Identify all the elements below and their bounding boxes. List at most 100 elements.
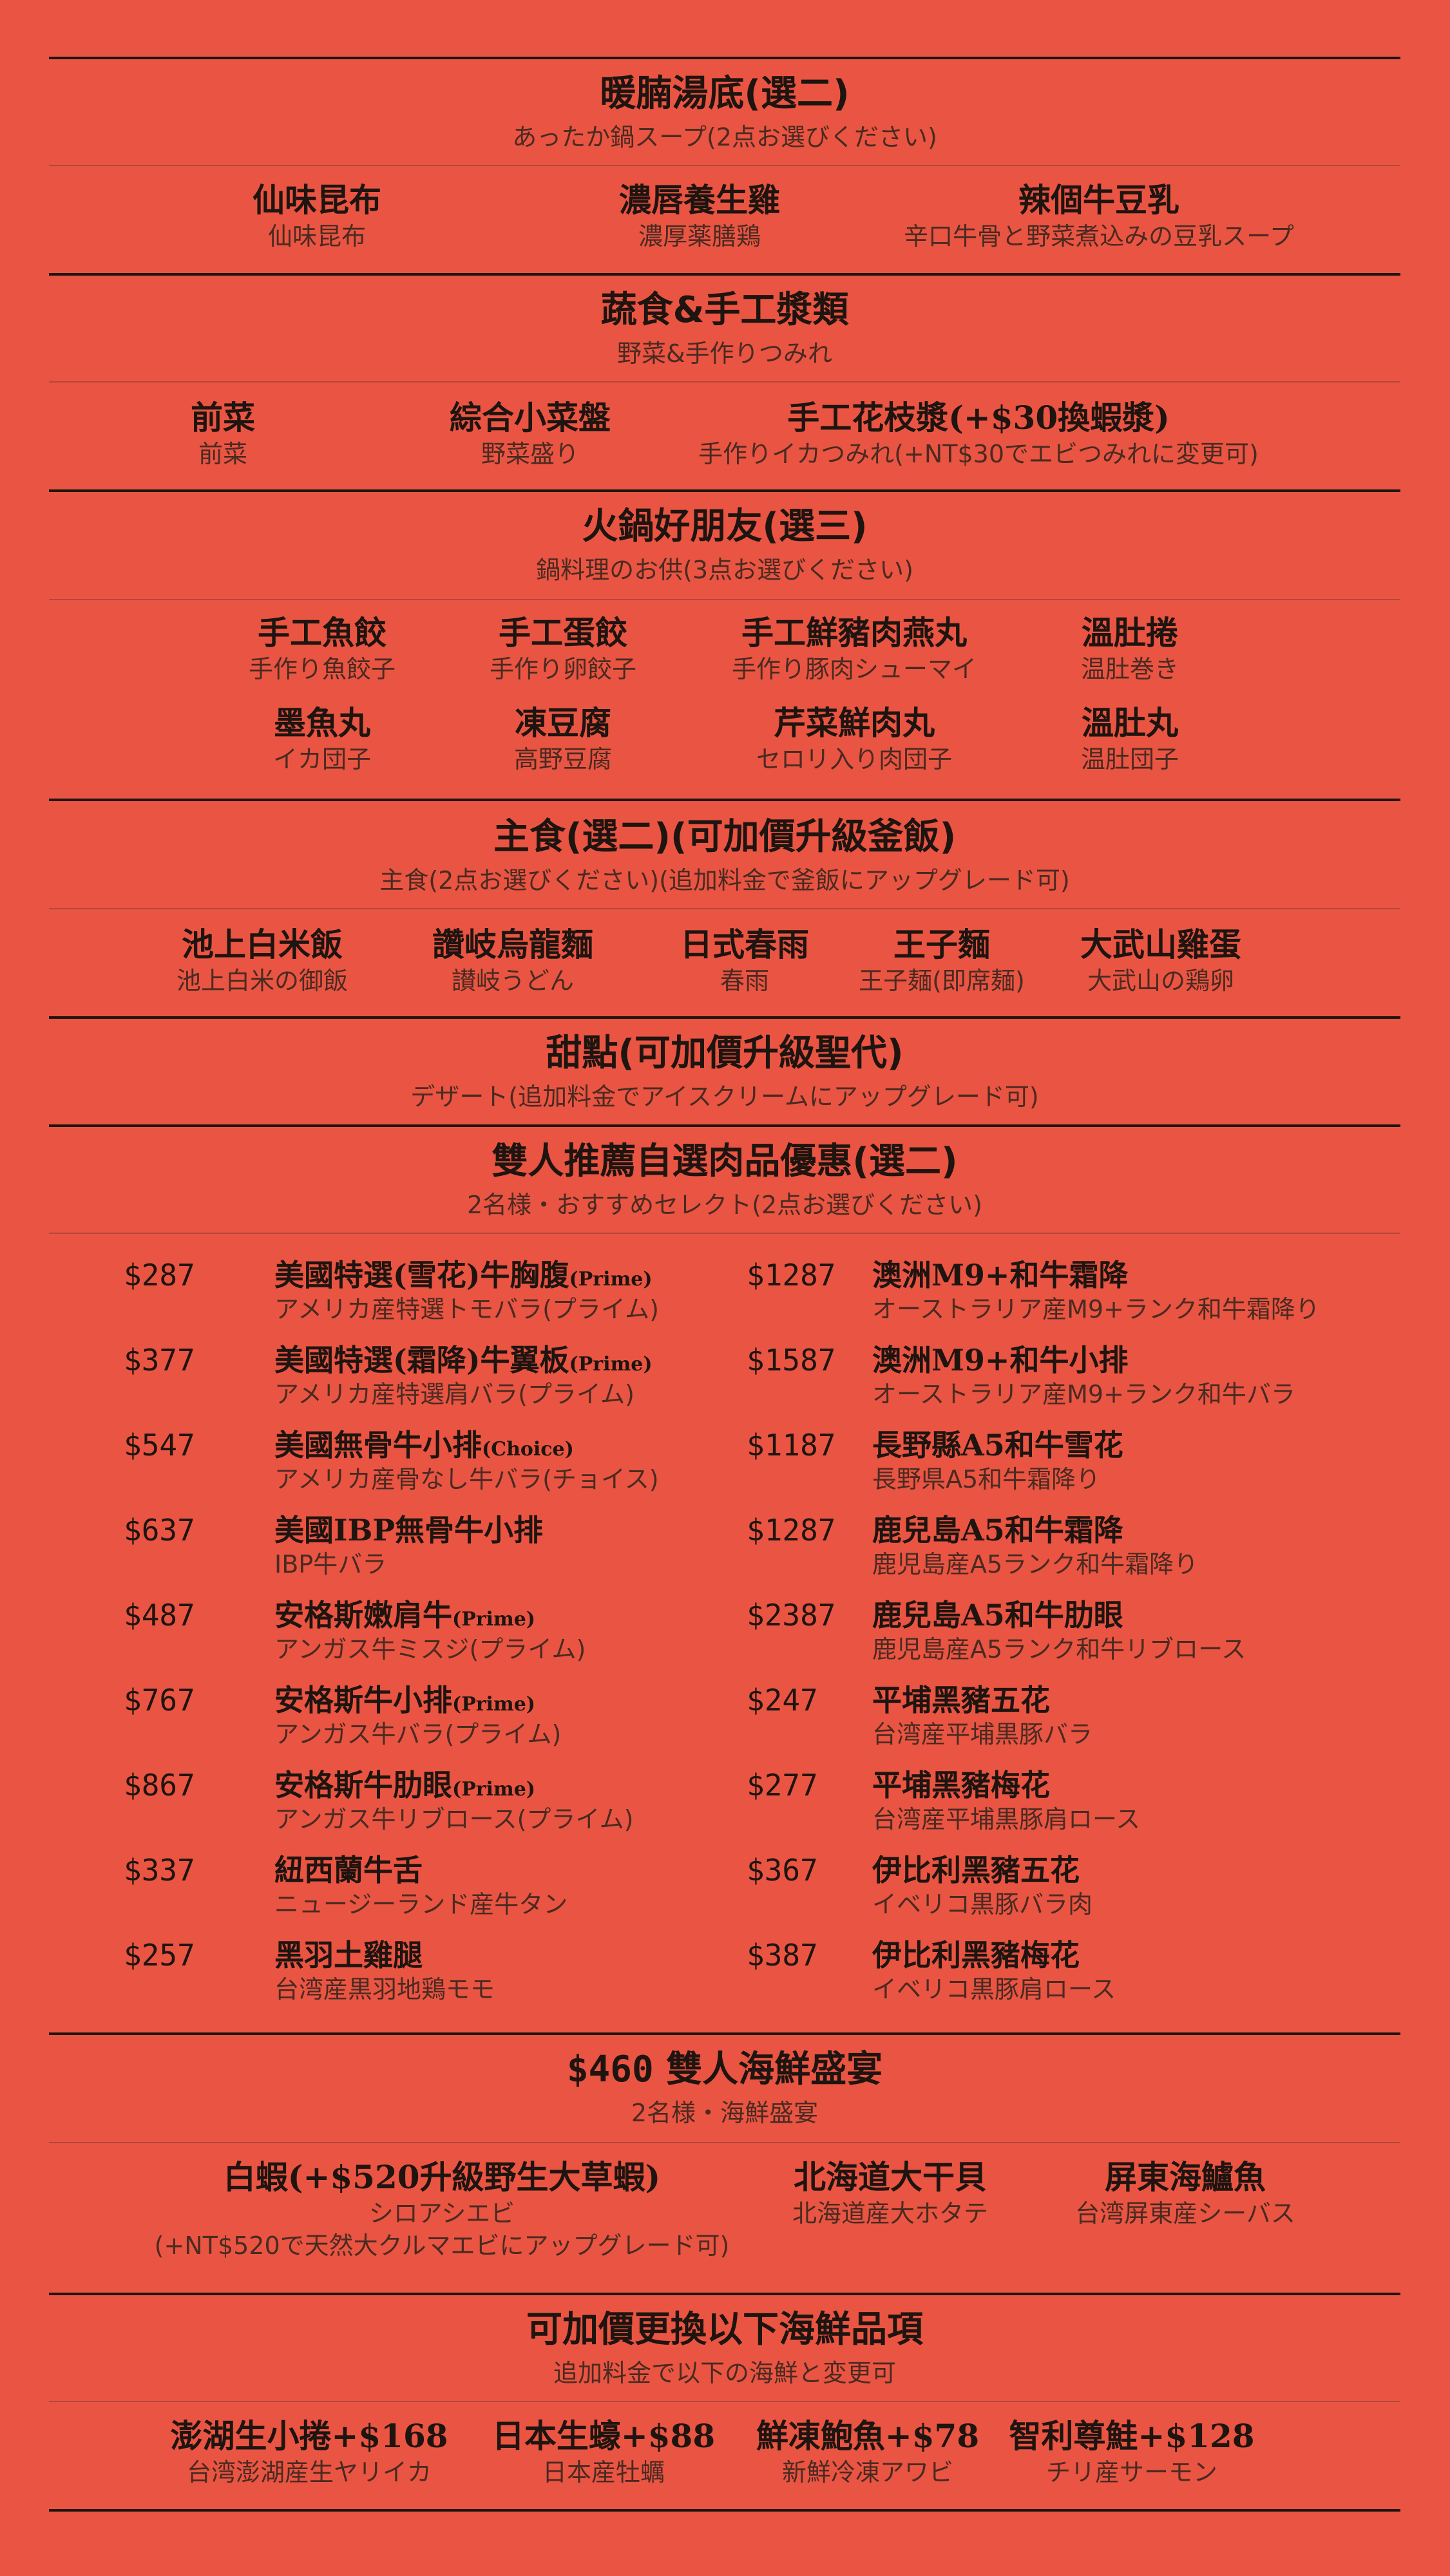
meat-subtitle: IBP牛バラ bbox=[274, 1550, 387, 1578]
meat-price: $247 bbox=[747, 1683, 818, 1718]
divider bbox=[49, 1124, 1400, 1127]
meat-subtitle: オーストラリア産M9+ランク和牛霜降り bbox=[872, 1295, 1320, 1323]
menu-item: 溫肚丸 温肚団子 bbox=[808, 703, 1450, 775]
item-name: 鮮凍鮑魚+$78 bbox=[756, 2417, 980, 2455]
menu-item: 屏東海鱸魚 台湾屏東産シーバス bbox=[863, 2157, 1450, 2230]
item-name: 大武山雞蛋 bbox=[1080, 925, 1241, 963]
meat-name: 紐西蘭牛舌 bbox=[274, 1851, 423, 1889]
item-subtitle: イカ団子 bbox=[272, 745, 371, 773]
divider bbox=[49, 1016, 1400, 1019]
section-subtitle-meat: 2名様・おすすめセレクト(2点お選びください) bbox=[466, 1191, 982, 1219]
section-subtitle-staple: 主食(2点お選びください)(追加料金で釜飯にアップグレード可) bbox=[379, 866, 1070, 895]
seafood-title: 雙人海鮮盛宴 bbox=[666, 2049, 883, 2090]
meat-name-text: 安格斯牛肋眼 bbox=[274, 1768, 452, 1803]
item-subtitle: チリ産サーモン bbox=[1045, 2458, 1217, 2486]
item-name: 仙味昆布 bbox=[253, 181, 381, 219]
section-title-soup: 暖腩湯底(選二) bbox=[600, 73, 850, 115]
menu-item: 鮮凍鮑魚+$78 新鮮冷凍アワビ bbox=[546, 2416, 1190, 2488]
section-title-staple: 主食(選二)(可加價升級釜飯) bbox=[493, 816, 957, 858]
meat-name: 鹿兒島A5和牛肋眼 bbox=[872, 1596, 1123, 1634]
thin-divider bbox=[49, 599, 1400, 600]
meat-grade-tag: (Prime) bbox=[569, 1268, 653, 1291]
item-subtitle: 高野豆腐 bbox=[513, 745, 612, 773]
item-name: 王子麵 bbox=[893, 925, 990, 963]
divider bbox=[49, 2032, 1400, 2035]
item-name: 墨魚丸 bbox=[274, 704, 370, 742]
meat-name-text: 美國無骨牛小排 bbox=[274, 1428, 482, 1463]
meat-grade-tag: (Prime) bbox=[452, 1693, 535, 1716]
meat-name: 平埔黑豬梅花 bbox=[872, 1766, 1050, 1804]
seafood-price: $460 bbox=[566, 2049, 654, 2090]
item-subtitle: 温肚団子 bbox=[1080, 745, 1179, 773]
item-name: 凍豆腐 bbox=[515, 704, 611, 742]
meat-subtitle: アメリカ産骨なし牛バラ(チョイス) bbox=[274, 1465, 659, 1493]
menu-item: 智利尊鮭+$128 チリ産サーモン bbox=[810, 2416, 1450, 2488]
item-subtitle: 台湾澎湖産生ヤリイカ bbox=[186, 2458, 432, 2486]
menu-item: 手工蛋餃 手作り卵餃子 bbox=[241, 613, 885, 685]
menu-item: 墨魚丸 イカ団子 bbox=[0, 703, 644, 775]
item-name: 讚岐烏龍麵 bbox=[432, 925, 593, 963]
meat-name-text: 美國特選(霜降)牛翼板 bbox=[274, 1343, 569, 1378]
meat-subtitle: アメリカ産特選肩バラ(プライム) bbox=[274, 1380, 634, 1408]
meat-price: $637 bbox=[124, 1513, 195, 1548]
menu-item: 日式春雨 春雨 bbox=[423, 925, 1067, 997]
item-name: 溫肚丸 bbox=[1082, 704, 1178, 742]
section-title-friends: 火鍋好朋友(選三) bbox=[582, 506, 868, 547]
item-name: 溫肚捲 bbox=[1082, 614, 1178, 652]
divider bbox=[49, 489, 1400, 492]
menu-item: 凍豆腐 高野豆腐 bbox=[241, 703, 885, 775]
menu-item: 芹菜鮮肉丸 セロリ入り肉団子 bbox=[532, 703, 1176, 775]
meat-name: 澳洲M9+和牛霜降 bbox=[872, 1256, 1128, 1294]
meat-name: 安格斯牛小排(Prime) bbox=[274, 1681, 535, 1724]
menu-item: 手工魚餃 手作り魚餃子 bbox=[0, 613, 644, 685]
item-name: 池上白米飯 bbox=[182, 925, 343, 963]
meat-subtitle: 台湾産平埔黒豚バラ bbox=[872, 1720, 1093, 1748]
menu-item: 手工花枝漿(+$30換蝦漿) 手作りイカつみれ(+NT$30でエビつみれに変更可… bbox=[656, 398, 1301, 470]
item-subtitle: 大武山の鶏卵 bbox=[1087, 967, 1234, 995]
menu-item: 仙味昆布 仙味昆布 bbox=[0, 180, 639, 252]
meat-name-text: 鹿兒島A5和牛霜降 bbox=[872, 1513, 1123, 1548]
menu-item: 綜合小菜盤 野菜盛り bbox=[208, 398, 852, 470]
item-subtitle: 日本産牡蠣 bbox=[542, 2458, 665, 2486]
thin-divider bbox=[49, 381, 1400, 383]
item-subtitle: 池上白米の御飯 bbox=[176, 967, 348, 995]
item-name: 綜合小菜盤 bbox=[450, 399, 611, 437]
menu-item: 濃唇養生雞 濃厚薬膳鶏 bbox=[377, 180, 1022, 252]
meat-name-text: 平埔黑豬五花 bbox=[872, 1683, 1050, 1718]
item-subtitle: 手作り魚餃子 bbox=[248, 655, 396, 683]
item-name: 澎湖生小捲+$168 bbox=[170, 2417, 448, 2455]
meat-price: $287 bbox=[124, 1258, 195, 1293]
meat-grade-tag: (Prime) bbox=[452, 1608, 535, 1631]
item-subtitle: 前菜 bbox=[198, 440, 247, 468]
section-subtitle-extra: 追加料金で以下の海鮮と変更可 bbox=[553, 2359, 896, 2387]
meat-name: 美國特選(雪花)牛胸腹(Prime) bbox=[274, 1256, 653, 1299]
meat-name: 美國特選(霜降)牛翼板(Prime) bbox=[274, 1341, 653, 1384]
item-name: 智利尊鮭+$128 bbox=[1009, 2417, 1255, 2455]
meat-price: $547 bbox=[124, 1428, 195, 1463]
divider bbox=[49, 799, 1400, 801]
menu-item: 大武山雞蛋 大武山の鶏卵 bbox=[839, 925, 1450, 997]
item-name: 濃唇養生雞 bbox=[619, 181, 780, 219]
menu-item: 池上白米飯 池上白米の御飯 bbox=[0, 925, 584, 997]
meat-price: $1187 bbox=[747, 1428, 836, 1463]
meat-name-text: 紐西蘭牛舌 bbox=[274, 1853, 423, 1888]
meat-subtitle: アンガス牛ミスジ(プライム) bbox=[274, 1635, 586, 1663]
meat-name: 安格斯嫩肩牛(Prime) bbox=[274, 1596, 535, 1639]
meat-name-text: 澳洲M9+和牛小排 bbox=[872, 1343, 1129, 1378]
meat-price: $337 bbox=[124, 1853, 195, 1888]
item-name: 日本生蠔+$88 bbox=[491, 2417, 716, 2455]
meat-price: $767 bbox=[124, 1683, 195, 1718]
item-subtitle: 手作りイカつみれ(+NT$30でエビつみれに変更可) bbox=[698, 440, 1259, 468]
menu-item: 讚岐烏龍麵 讃岐うどん bbox=[191, 925, 835, 997]
section-subtitle-veg: 野菜&手作りつみれ bbox=[616, 339, 832, 368]
menu-item: 日本生蠔+$88 日本産牡蠣 bbox=[281, 2416, 926, 2488]
meat-subtitle: イベリコ黒豚バラ肉 bbox=[872, 1890, 1093, 1918]
meat-price: $1287 bbox=[747, 1258, 836, 1293]
meat-price: $1287 bbox=[747, 1513, 836, 1548]
divider bbox=[49, 2509, 1400, 2512]
menu-item: 白蝦(+$520升級野生大草蝦) シロアシエビ (+NT$520で天然大クルマエ… bbox=[120, 2157, 764, 2262]
meat-name-text: 平埔黑豬梅花 bbox=[872, 1768, 1050, 1803]
meat-name: 美國IBP無骨牛小排 bbox=[274, 1511, 543, 1549]
item-subtitle: 温肚巻き bbox=[1080, 655, 1179, 683]
meat-price: $277 bbox=[747, 1768, 818, 1803]
